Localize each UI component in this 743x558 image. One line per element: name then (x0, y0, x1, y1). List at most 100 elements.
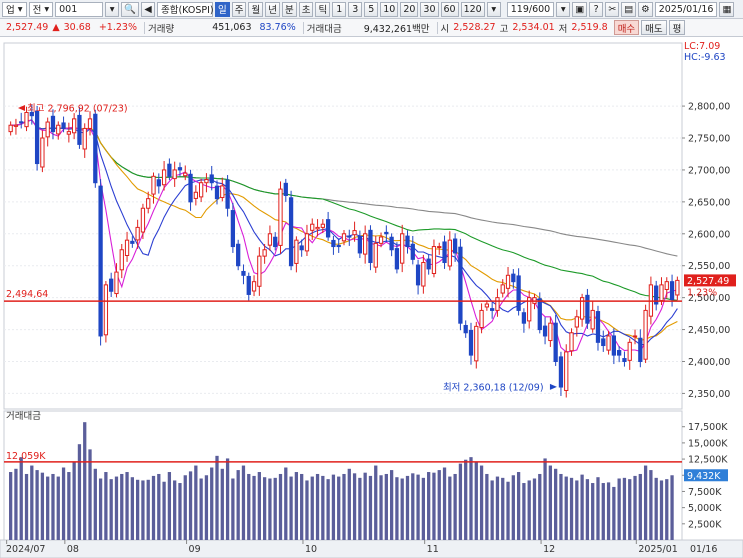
volume-bar (273, 477, 277, 540)
amount-value: 9,432,261백만 (363, 23, 430, 35)
tab-minute[interactable]: 분 (281, 1, 297, 17)
print-button[interactable]: ▤ (621, 1, 637, 17)
tab-year[interactable]: 년 (265, 1, 280, 17)
interval-3[interactable]: 3 (348, 1, 363, 17)
settings-button[interactable]: ⚙ (638, 1, 653, 17)
price-tick-label: 2,800,00 (688, 102, 730, 113)
volume-bar (591, 483, 595, 540)
calendar-button[interactable]: ▦ (719, 1, 735, 17)
help-button[interactable]: ? (589, 1, 604, 17)
candle-body (109, 278, 114, 292)
lock-button[interactable]: ▣ (572, 1, 588, 17)
candle-body (643, 309, 648, 360)
volume-bar (516, 472, 521, 540)
candle-body (188, 173, 193, 203)
sell-label: 매도 (645, 23, 663, 35)
interval-60[interactable]: 60 (440, 1, 459, 17)
candle-body (426, 258, 431, 270)
price-chart[interactable]: 2,800,00 2,750,00 2,700,00 2,650,00 2,600,00… (0, 38, 743, 558)
volume-current-tag-bg (684, 469, 728, 482)
scissors-button[interactable]: ✂ (605, 1, 620, 17)
tab-month-label: 월 (251, 5, 261, 16)
interval-10[interactable]: 10 (380, 1, 399, 17)
open-value: 2,528.27 (453, 22, 496, 33)
volume-bar (35, 470, 39, 540)
volume-bar (225, 458, 230, 540)
price-tick-label: 2,350,00 (688, 389, 730, 400)
volume-bar (511, 475, 515, 540)
candle-body (315, 226, 320, 230)
volume-bar (231, 478, 235, 540)
candle-body (463, 324, 468, 334)
tab-minute-label: 분 (284, 5, 294, 16)
x-axis-bar (0, 539, 743, 558)
candle-body (521, 312, 527, 324)
interval-20[interactable]: 20 (400, 1, 419, 17)
volume-bar (374, 465, 378, 540)
count-field[interactable]: 119/600 (506, 1, 555, 17)
volume-bar (522, 483, 526, 540)
quote-bar: 2,527.49 ▲ 30.68 +1.23% 거래량 451,063 83.7… (0, 19, 743, 37)
candle-body (675, 279, 680, 296)
tab-tick-label: 틱 (318, 5, 328, 16)
candle-body (251, 281, 257, 292)
volume-bar (622, 477, 627, 540)
mode-select[interactable]: 업 ▾ (2, 1, 27, 17)
volume-bar (532, 478, 537, 540)
candle-body (56, 124, 61, 135)
candle-body (24, 111, 29, 128)
sell-button[interactable]: 매도 (641, 20, 667, 35)
interval-120[interactable]: 120 (460, 1, 485, 17)
eval-button[interactable]: 평 (668, 20, 686, 35)
candle-body (511, 273, 516, 283)
volume-bar (580, 474, 584, 540)
tab-month[interactable]: 월 (248, 1, 264, 17)
interval-dropdown[interactable]: ▾ (486, 1, 501, 17)
candle-body (373, 242, 378, 268)
tab-day[interactable]: 일 (214, 1, 230, 17)
candle-body (204, 179, 209, 184)
candle-body (310, 223, 315, 231)
code-dropdown-button[interactable]: ▾ (105, 1, 120, 17)
code-input[interactable]: 001 (55, 1, 104, 17)
candle-body (114, 271, 119, 295)
volume-bar (337, 476, 341, 540)
tab-second[interactable]: 초 (298, 1, 314, 17)
buy-button[interactable]: 매수 (613, 20, 640, 35)
candle-body (273, 236, 278, 248)
volume-bar (596, 477, 600, 540)
speaker-icon: ◀ (144, 3, 152, 15)
candle-body (209, 174, 214, 184)
count-dropdown[interactable]: ▾ (556, 1, 571, 17)
tab-week[interactable]: 주 (231, 1, 247, 17)
prev-select[interactable]: 전 ▾ (28, 1, 54, 17)
price-tick-label: 2,500,00 (688, 293, 730, 304)
candle-body (45, 121, 50, 138)
volume-bar (294, 472, 299, 540)
volume-bar (358, 477, 362, 540)
volume-bar (284, 467, 288, 540)
calendar-icon: ▦ (722, 3, 732, 15)
interval-30[interactable]: 30 (420, 1, 439, 17)
x-axis-label: 2024/07 (6, 544, 45, 555)
price-tick-label: 2,700,00 (688, 165, 730, 176)
volume-bar (368, 475, 373, 540)
candle-body (516, 275, 521, 311)
interval-1[interactable]: 1 (332, 1, 347, 17)
volume-bar (315, 473, 320, 540)
volume-bar (289, 476, 293, 540)
search-button[interactable]: 🔍 (121, 1, 139, 17)
speaker-button[interactable]: ◀ (140, 1, 155, 17)
interval-1-label: 1 (336, 3, 343, 15)
open-label: 시 (440, 23, 450, 35)
tab-tick[interactable]: 틱 (315, 1, 331, 17)
volume-bar (146, 479, 150, 540)
candle-body (341, 233, 347, 242)
interval-5[interactable]: 5 (364, 1, 379, 17)
volume-bar (501, 477, 505, 540)
x-axis-label: 2025/01 (638, 544, 677, 555)
volume-bar (9, 472, 13, 540)
candle-body (124, 239, 130, 256)
candle-body (490, 308, 495, 311)
date-field[interactable]: 2025/01/16 (654, 1, 718, 17)
